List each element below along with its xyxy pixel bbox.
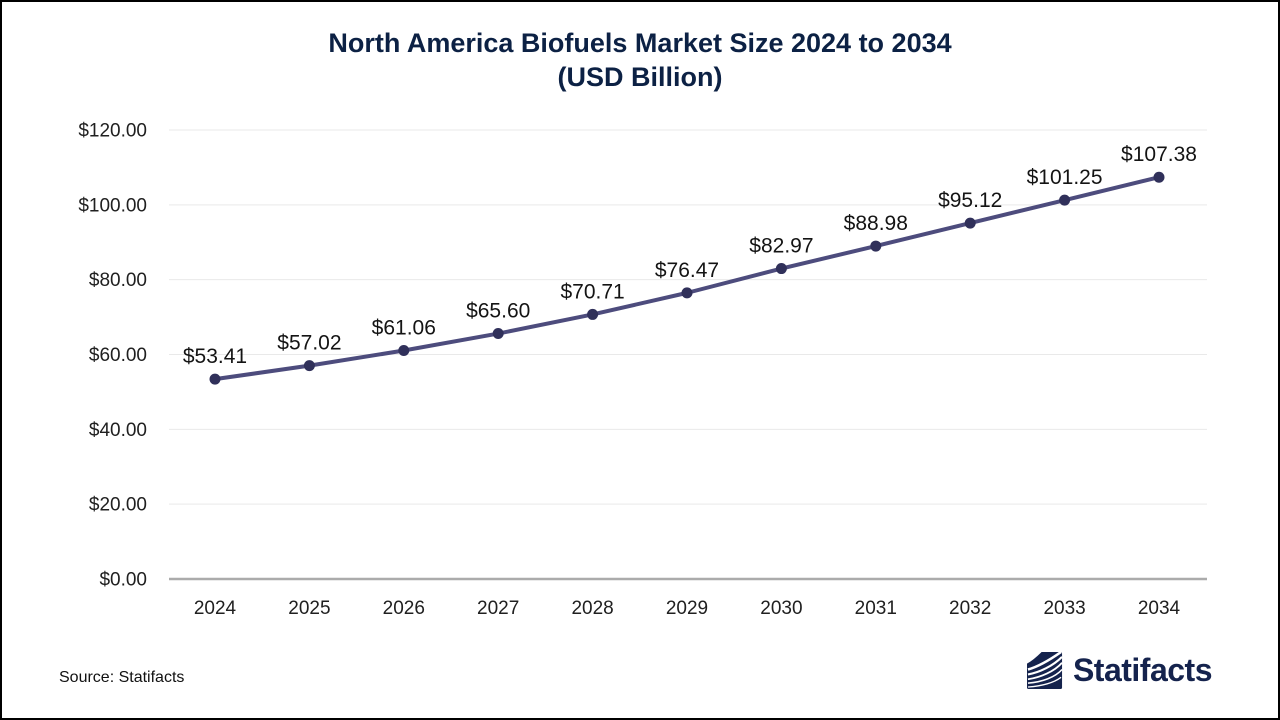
svg-text:2026: 2026 xyxy=(383,598,425,619)
svg-text:$65.60: $65.60 xyxy=(466,300,530,323)
svg-text:$40.00: $40.00 xyxy=(89,420,147,441)
svg-text:2032: 2032 xyxy=(949,598,991,619)
svg-text:$80.00: $80.00 xyxy=(89,270,147,291)
svg-text:2033: 2033 xyxy=(1043,598,1085,619)
svg-text:2029: 2029 xyxy=(666,598,708,619)
statifacts-logo-icon xyxy=(1026,651,1063,689)
svg-text:2030: 2030 xyxy=(760,598,802,619)
svg-text:$82.97: $82.97 xyxy=(749,235,813,258)
svg-text:$61.06: $61.06 xyxy=(372,317,436,340)
svg-text:$88.98: $88.98 xyxy=(844,212,908,235)
svg-text:2034: 2034 xyxy=(1138,598,1181,619)
chart-title-line1: North America Biofuels Market Size 2024 … xyxy=(328,28,952,58)
svg-text:$95.12: $95.12 xyxy=(938,189,1002,212)
chart-title: North America Biofuels Market Size 2024 … xyxy=(2,26,1278,94)
svg-text:$100.00: $100.00 xyxy=(78,195,147,216)
svg-text:$70.71: $70.71 xyxy=(560,280,624,303)
svg-text:$0.00: $0.00 xyxy=(99,570,147,591)
svg-text:2031: 2031 xyxy=(855,598,897,619)
chart-title-line2: (USD Billion) xyxy=(557,62,723,92)
svg-text:$76.47: $76.47 xyxy=(655,259,719,282)
source-note: Source: Statifacts xyxy=(59,669,185,686)
svg-text:$101.25: $101.25 xyxy=(1027,166,1103,189)
svg-text:2028: 2028 xyxy=(571,598,613,619)
svg-text:$20.00: $20.00 xyxy=(89,495,147,516)
svg-text:$57.02: $57.02 xyxy=(277,332,341,355)
svg-text:2027: 2027 xyxy=(477,598,519,619)
svg-text:$107.38: $107.38 xyxy=(1121,143,1197,166)
svg-text:$120.00: $120.00 xyxy=(78,121,147,142)
svg-text:2024: 2024 xyxy=(194,598,237,619)
svg-text:$53.41: $53.41 xyxy=(183,345,247,368)
svg-text:2025: 2025 xyxy=(288,598,330,619)
brand-name: Statifacts xyxy=(1072,652,1213,688)
brand-logo: Statifacts xyxy=(1026,651,1213,690)
svg-text:$60.00: $60.00 xyxy=(89,345,147,366)
